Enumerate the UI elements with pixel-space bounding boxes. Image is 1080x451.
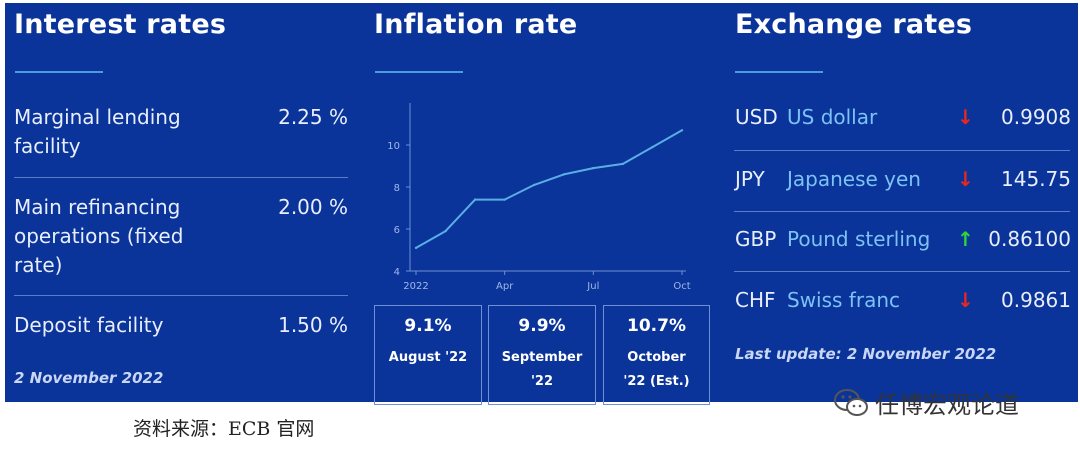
inflation-series-line xyxy=(415,129,683,249)
exchange-rate-value: 0.9908 xyxy=(1001,105,1071,129)
inflation-data-point xyxy=(621,162,625,166)
inflation-data-point xyxy=(414,246,418,250)
watermark-text: 任博宏观论道 xyxy=(875,391,1019,419)
currency-name: Swiss franc xyxy=(787,288,900,312)
inflation-data-point xyxy=(503,198,506,201)
exchange-separator xyxy=(734,211,1070,212)
down-arrow-icon: ↓ xyxy=(957,105,974,129)
exchange-rate-value: 145.75 xyxy=(1001,167,1071,191)
x-tick-label: Jul xyxy=(586,281,599,292)
exchange-rate-value: 0.9861 xyxy=(1001,288,1071,312)
inflation-data-point xyxy=(651,145,654,149)
inflation-month: September '22 xyxy=(501,350,583,389)
inflation-data-point xyxy=(444,229,447,233)
marginal-lending-value: 2.25 % xyxy=(278,105,348,129)
deposit-facility-value: 1.50 % xyxy=(278,313,348,337)
y-tick-label: 4 xyxy=(394,267,400,278)
source-caption: 资料来源：ECB 官网 xyxy=(133,418,315,440)
y-tick-label: 8 xyxy=(394,183,400,194)
watermark: 任博宏观论道 xyxy=(833,385,1019,420)
exchange-last-update: Last update: 2 November 2022 xyxy=(735,345,997,363)
currency-code: JPY xyxy=(735,167,765,191)
exchange-separator xyxy=(734,150,1070,151)
currency-code: USD xyxy=(735,105,778,129)
x-tick-label: 2022 xyxy=(403,281,428,292)
interest-separator xyxy=(14,177,348,178)
inflation-title-underline xyxy=(375,71,463,73)
x-tick-label: Oct xyxy=(673,281,690,292)
inflation-data-point xyxy=(473,198,477,201)
main-refinancing-value: 2.00 % xyxy=(278,195,348,219)
wechat-icon xyxy=(834,388,868,416)
interest-rates-title: Interest rates xyxy=(14,9,227,40)
inflation-box-august: 9.1% August '22 xyxy=(374,305,482,405)
interest-title-underline xyxy=(15,71,103,73)
marginal-lending-label: Marginal lending facility xyxy=(14,105,181,158)
inflation-month: October '22 (Est.) xyxy=(623,350,690,389)
exchange-rates-title: Exchange rates xyxy=(735,9,973,40)
inflation-data-point xyxy=(533,183,536,187)
ecb-key-figures-panel: Interest rates Marginal lending facility… xyxy=(5,3,1078,405)
inflation-value: 10.7% xyxy=(627,316,686,336)
inflation-line-chart: 4 6 8 10 2022 Apr Jul Oct xyxy=(387,103,691,292)
y-tick-label: 10 xyxy=(387,141,400,152)
interest-separator xyxy=(14,295,348,296)
main-refinancing-label: Main refinancing operations (fixed rate) xyxy=(14,195,184,277)
inflation-box-october: 10.7% October '22 (Est.) xyxy=(603,305,710,405)
deposit-facility-label: Deposit facility xyxy=(14,313,164,337)
inflation-value: 9.9% xyxy=(518,316,566,336)
x-tick-label: Apr xyxy=(496,281,514,292)
inflation-data-point xyxy=(680,129,684,132)
currency-name: Japanese yen xyxy=(787,167,921,191)
exchange-rate-value: 0.86100 xyxy=(988,227,1071,251)
inflation-data-point xyxy=(592,166,595,170)
currency-name: US dollar xyxy=(787,105,878,129)
up-arrow-icon: ↑ xyxy=(957,227,974,251)
y-tick-label: 6 xyxy=(394,225,400,236)
exchange-separator xyxy=(734,271,1070,272)
currency-name: Pound sterling xyxy=(787,227,931,251)
inflation-value: 9.1% xyxy=(404,316,452,336)
inflation-title: Inflation rate xyxy=(374,9,578,40)
currency-code: GBP xyxy=(735,227,777,251)
down-arrow-icon: ↓ xyxy=(957,288,974,312)
exchange-title-underline xyxy=(735,71,823,73)
down-arrow-icon: ↓ xyxy=(957,167,974,191)
interest-date: 2 November 2022 xyxy=(14,369,164,387)
currency-code: CHF xyxy=(735,288,776,312)
inflation-data-point xyxy=(562,173,565,176)
inflation-box-september: 9.9% September '22 xyxy=(488,305,596,405)
inflation-month: August '22 xyxy=(388,350,468,365)
